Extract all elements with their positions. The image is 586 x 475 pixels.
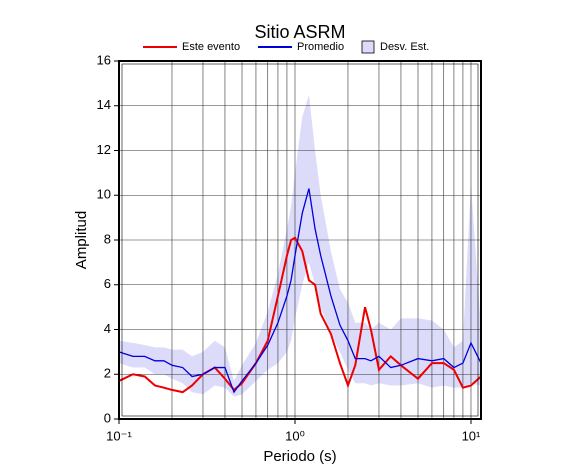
plot-frame-inner bbox=[121, 63, 479, 417]
y-axis-label: Amplitud bbox=[73, 211, 90, 269]
y-tick-label: 0 bbox=[104, 410, 111, 425]
x-tick-label: 10¹ bbox=[462, 428, 481, 443]
legend-label: Este evento bbox=[182, 41, 240, 53]
legend-label: Desv. Est. bbox=[380, 41, 429, 53]
y-tick-label: 6 bbox=[104, 276, 111, 291]
y-tick-label: 14 bbox=[97, 97, 111, 112]
y-tick-label: 8 bbox=[104, 231, 111, 246]
y-tick-label: 10 bbox=[97, 187, 111, 202]
series-line bbox=[118, 188, 482, 394]
plot-frame bbox=[118, 60, 482, 420]
y-tick-label: 12 bbox=[97, 142, 111, 157]
legend-swatch bbox=[361, 40, 375, 54]
y-tick-label: 2 bbox=[104, 366, 111, 381]
y-tick-label: 16 bbox=[97, 52, 111, 67]
x-tick-label: 10⁰ bbox=[285, 428, 305, 443]
series-line bbox=[118, 236, 482, 394]
chart-title: Sitio ASRM bbox=[254, 22, 345, 42]
x-tick-label: 10⁻¹ bbox=[106, 428, 132, 443]
y-tick-label: 4 bbox=[104, 321, 111, 336]
x-axis-label: Periodo (s) bbox=[263, 448, 336, 465]
legend-label: Promedio bbox=[297, 41, 344, 53]
